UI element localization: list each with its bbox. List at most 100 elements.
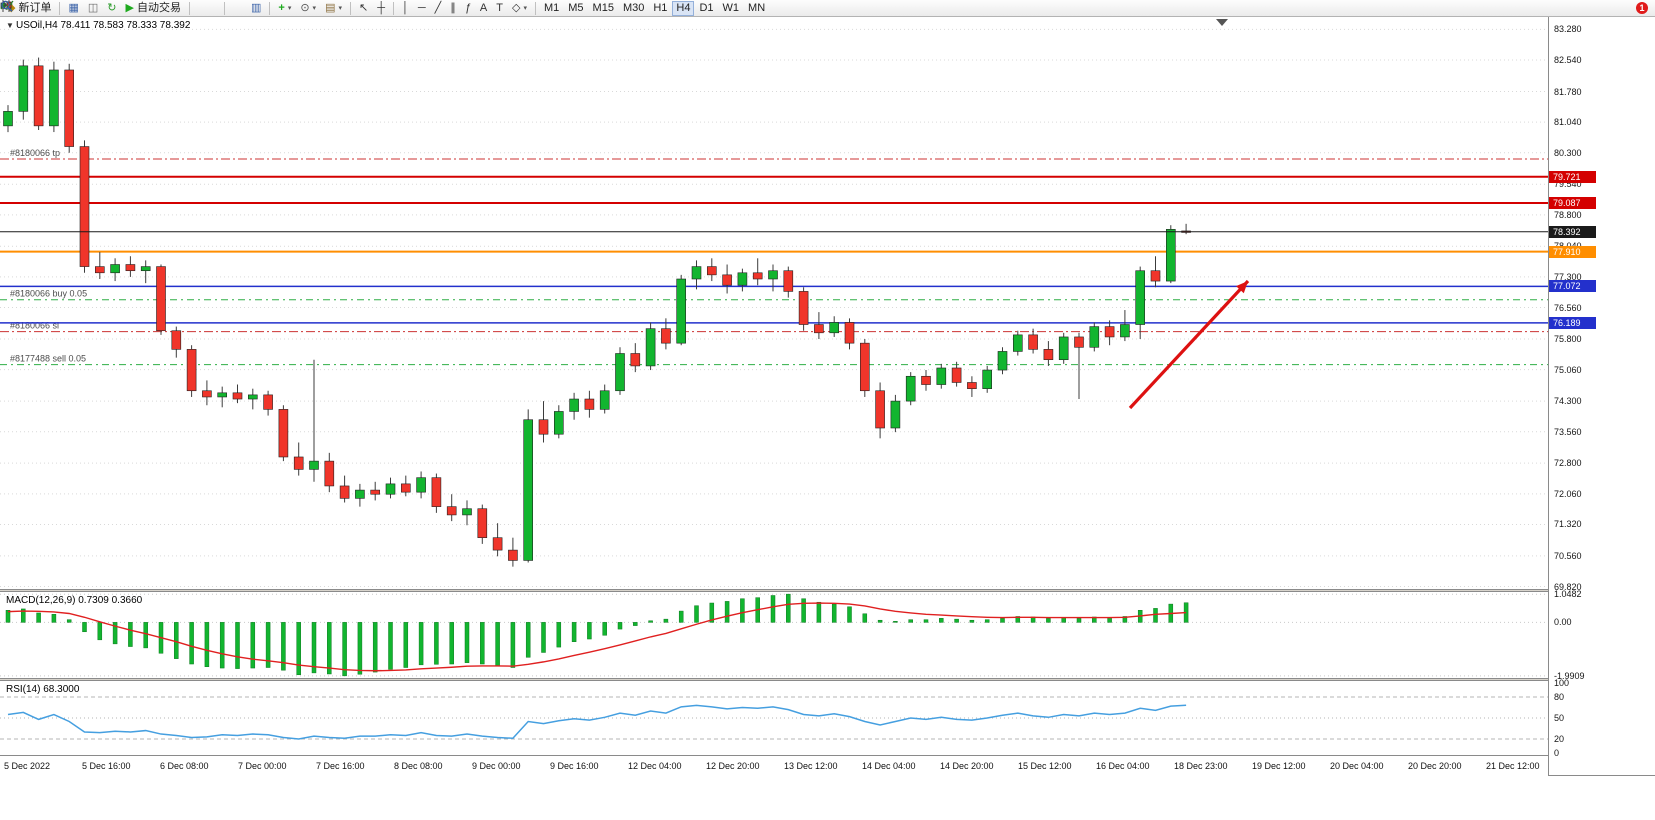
candle-body <box>844 322 855 344</box>
trend-arrow[interactable] <box>1128 279 1250 410</box>
chart-shift-marker-icon[interactable] <box>1216 19 1228 26</box>
timeframe-w1-button[interactable]: W1 <box>719 1 744 16</box>
rsi-tick-label: 20 <box>1554 733 1565 744</box>
text-tool-button[interactable]: A <box>476 1 491 16</box>
candle-body <box>798 291 809 325</box>
macd-histogram-bar <box>36 612 41 623</box>
candlestick-mode-button[interactable] <box>0 0 211 16</box>
tile-windows-button[interactable]: ▥ <box>247 1 265 16</box>
macd-histogram-bar <box>801 598 806 623</box>
crosshair-tool-button[interactable]: ┼ <box>373 1 389 16</box>
time-tick-label: 9 Dec 16:00 <box>550 761 599 771</box>
zoom-in-button[interactable] <box>1 0 237 16</box>
clock-icon: ⊙ <box>300 1 310 14</box>
shapes-icon: ◇ <box>512 1 521 14</box>
timeframe-mn-button[interactable]: MN <box>744 1 769 16</box>
shapes-tool-button[interactable]: ◇ ▾ <box>508 1 531 16</box>
candle-body <box>829 322 840 334</box>
toolbar-separator <box>188 1 190 15</box>
periods-button[interactable]: ⊙ ▾ <box>296 1 320 16</box>
macd-histogram-bar <box>495 622 500 667</box>
time-tick-label: 7 Dec 00:00 <box>238 761 287 771</box>
indicators-button[interactable]: + ▾ <box>274 1 295 16</box>
candle-body <box>783 270 794 292</box>
macd-histogram-bar <box>342 622 347 677</box>
chevron-down-icon: ▾ <box>287 4 292 12</box>
candle-body <box>997 351 1008 371</box>
candle-body <box>737 272 748 286</box>
macd-histogram-bar <box>831 603 837 623</box>
chevron-down-icon: ▾ <box>312 4 317 12</box>
timeframe-h4-button[interactable]: H4 <box>672 0 695 16</box>
candle-body <box>676 278 687 344</box>
candle-body <box>263 394 273 410</box>
charts-window-button[interactable]: ▦ <box>64 1 82 16</box>
chart-workspace: #8180066 tp #8180066 buy 0.05 #8180066 sl #… <box>0 17 1655 820</box>
timeframe-d1-button[interactable]: D1 <box>695 1 717 16</box>
candle-body <box>1012 334 1023 352</box>
candle-body <box>1074 336 1084 348</box>
horizontal-line-icon: ─ <box>417 1 426 14</box>
timeframe-m15-button[interactable]: M15 <box>589 1 618 16</box>
notification-badge[interactable]: 1 <box>1636 2 1648 14</box>
bar-chart-mode-button[interactable] <box>1 1 202 16</box>
candle-body <box>1028 334 1038 350</box>
chevron-down-icon: ▾ <box>523 4 527 12</box>
price-tick-label: 79.540 <box>1554 179 1582 190</box>
refresh-button[interactable]: ↻ <box>103 1 120 16</box>
chart-menu-icon[interactable]: ▼ <box>6 21 14 30</box>
candle-body <box>110 264 120 274</box>
channel-tool-button[interactable]: ∥ <box>446 1 460 16</box>
macd-histogram-bar <box>1076 618 1082 623</box>
timeframe-m5-button[interactable]: M5 <box>564 1 587 16</box>
timeframe-m30-button[interactable]: M30 <box>619 1 648 16</box>
zoom-out-button[interactable] <box>1 0 246 16</box>
trendline-tool-button[interactable]: ╱ <box>431 1 446 16</box>
data-window-button[interactable]: ◫ <box>84 1 102 16</box>
macd-histogram-bar <box>984 619 990 623</box>
line-chart-mode-button[interactable] <box>0 0 220 16</box>
toolbar-separator <box>534 1 536 15</box>
candle-body <box>584 398 595 410</box>
time-axis[interactable]: 5 Dec 2022 5 Dec 16:00 6 Dec 08:00 7 Dec 00… <box>0 755 1548 775</box>
macd-histogram-bar <box>372 622 378 673</box>
timeframe-m1-button[interactable]: M1 <box>540 1 563 16</box>
time-tick-label: 9 Dec 00:00 <box>472 761 521 771</box>
price-tick-label: 72.060 <box>1554 488 1582 499</box>
timeframe-h1-button[interactable]: H1 <box>649 1 671 16</box>
price-tag: 76.189 <box>1549 316 1596 329</box>
search-button[interactable] <box>1 0 1631 16</box>
price-tick-label: 73.560 <box>1554 426 1582 437</box>
price-axis[interactable]: 83.280 82.540 81.780 81.040 80.300 79.540 78.8… <box>1548 17 1655 776</box>
macd-histogram-bar <box>311 622 317 674</box>
candle-body <box>538 419 549 435</box>
cursor-tool-button[interactable]: ↖ <box>355 1 372 16</box>
rsi-canvas[interactable] <box>0 681 1548 755</box>
macd-histogram-bar <box>464 622 470 663</box>
panel-separator[interactable] <box>0 589 1655 592</box>
macd-histogram-bar <box>418 622 424 666</box>
fibonacci-tool-button[interactable]: ƒ <box>461 1 475 16</box>
candle-body <box>1104 326 1115 338</box>
toolbar-separator <box>393 1 394 15</box>
horizontal-line-tool-button[interactable]: ─ <box>414 1 430 16</box>
symbol-ohlc-label: USOil,H4 78.411 78.583 78.333 78.392 <box>16 20 191 31</box>
macd-tick-label: 1.0482 <box>1554 589 1582 600</box>
macd-histogram-bar <box>82 622 87 633</box>
templates-button[interactable]: ▤ ▾ <box>321 1 346 16</box>
label-tool-button[interactable]: T <box>492 1 507 16</box>
macd-canvas[interactable] <box>0 592 1548 678</box>
order-line-label: #8180066 tp <box>10 148 60 158</box>
candle-body <box>706 266 717 276</box>
panel-separator[interactable] <box>0 678 1655 681</box>
time-tick-label: 20 Dec 04:00 <box>1330 761 1384 771</box>
main-chart-canvas[interactable]: #8180066 tp #8180066 buy 0.05 #8180066 sl #… <box>0 17 1548 589</box>
candle-body <box>3 111 13 127</box>
macd-histogram-bar <box>434 622 439 665</box>
vertical-line-tool-button[interactable]: │ <box>398 1 413 16</box>
candle-body <box>1166 229 1176 282</box>
macd-histogram-bar <box>21 608 26 623</box>
auto-trading-button[interactable]: ▶ 自动交易 <box>122 1 185 16</box>
candle-body <box>18 65 29 112</box>
charts-icon: ▦ <box>68 1 79 14</box>
